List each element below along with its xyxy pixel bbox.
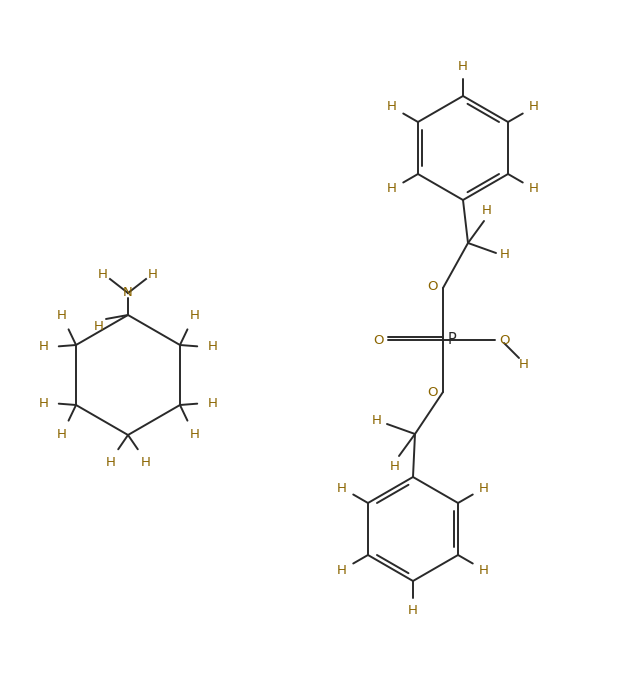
- Text: H: H: [479, 564, 489, 577]
- Text: H: H: [337, 564, 347, 577]
- Text: H: H: [458, 59, 468, 72]
- Text: H: H: [98, 268, 108, 281]
- Text: H: H: [57, 310, 66, 322]
- Text: H: H: [387, 183, 397, 195]
- Text: H: H: [208, 340, 217, 354]
- Text: H: H: [372, 414, 382, 427]
- Text: H: H: [500, 249, 510, 262]
- Text: H: H: [148, 268, 158, 281]
- Text: H: H: [529, 101, 539, 114]
- Text: H: H: [190, 310, 200, 322]
- Text: O: O: [499, 333, 509, 347]
- Text: H: H: [94, 320, 104, 333]
- Text: H: H: [519, 358, 529, 370]
- Text: H: H: [387, 101, 397, 114]
- Text: H: H: [529, 183, 539, 195]
- Text: O: O: [373, 333, 383, 347]
- Text: P: P: [448, 333, 457, 347]
- Text: H: H: [408, 604, 418, 617]
- Text: H: H: [38, 397, 48, 410]
- Text: H: H: [190, 427, 200, 441]
- Text: O: O: [428, 387, 438, 400]
- Text: H: H: [106, 456, 115, 468]
- Text: H: H: [57, 427, 66, 441]
- Text: H: H: [38, 340, 48, 354]
- Text: O: O: [428, 281, 438, 293]
- Text: N: N: [123, 287, 133, 299]
- Text: H: H: [479, 481, 489, 495]
- Text: H: H: [390, 460, 400, 473]
- Text: H: H: [208, 397, 217, 410]
- Text: H: H: [141, 456, 151, 468]
- Text: H: H: [337, 481, 347, 495]
- Text: H: H: [482, 205, 492, 218]
